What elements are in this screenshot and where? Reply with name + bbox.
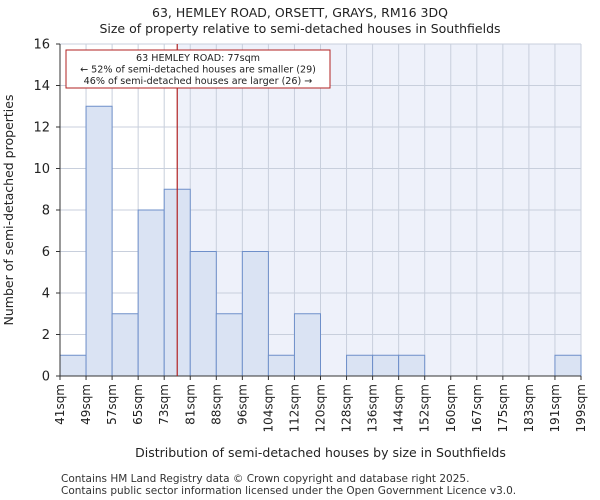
histogram-bar <box>267 354 295 377</box>
y-tick-label: 14 <box>33 79 50 94</box>
histogram-bar <box>554 354 582 377</box>
histogram-bar <box>372 354 400 377</box>
x-tick-label: 191sqm <box>548 384 562 432</box>
x-tick-label: 49sqm <box>79 384 93 425</box>
y-tick-label: 10 <box>33 162 50 177</box>
histogram-bar <box>293 313 322 377</box>
annotation-line: 63 HEMLEY ROAD: 77sqm <box>136 53 260 64</box>
x-tick-label: 183sqm <box>522 384 536 432</box>
footer-line-1: Contains HM Land Registry data © Crown c… <box>61 473 470 485</box>
footer-line-2: Contains public sector information licen… <box>61 485 517 497</box>
annotation-line: 46% of semi-detached houses are larger (… <box>84 76 313 87</box>
histogram-bar <box>59 354 87 377</box>
y-tick-label: 12 <box>33 121 50 136</box>
x-tick-label: 73sqm <box>157 384 171 425</box>
x-tick-label: 96sqm <box>235 384 249 425</box>
x-tick-label: 41sqm <box>53 384 67 425</box>
x-tick-label: 112sqm <box>287 384 301 432</box>
histogram-bar <box>215 313 243 377</box>
x-tick-label: 144sqm <box>392 384 406 432</box>
y-tick-label: 4 <box>42 287 50 302</box>
histogram-bar <box>398 354 426 377</box>
x-tick-label: 128sqm <box>340 384 354 432</box>
x-tick-label: 167sqm <box>470 384 484 432</box>
y-tick-label: 16 <box>33 38 50 53</box>
x-tick-label: 104sqm <box>261 384 275 432</box>
histogram-bar <box>137 209 165 377</box>
histogram-bar <box>85 105 113 377</box>
x-tick-label: 175sqm <box>496 384 510 432</box>
chart-title: 63, HEMLEY ROAD, ORSETT, GRAYS, RM16 3DQ <box>152 5 448 20</box>
y-tick-label: 0 <box>42 370 50 385</box>
histogram-bar <box>111 313 139 377</box>
y-tick-label: 2 <box>42 328 50 343</box>
x-tick-label: 199sqm <box>574 384 588 432</box>
annotation-box <box>65 49 331 89</box>
y-axis-title: Number of semi-detached properties <box>1 95 16 326</box>
x-tick-label: 88sqm <box>209 384 223 425</box>
x-tick-label: 160sqm <box>444 384 458 432</box>
y-tick-label: 6 <box>42 245 50 260</box>
histogram-bar <box>346 354 374 377</box>
x-tick-label: 136sqm <box>366 384 380 432</box>
y-tick-label: 8 <box>42 204 50 219</box>
x-axis-title: Distribution of semi-detached houses by … <box>135 445 506 460</box>
x-tick-label: 81sqm <box>183 384 197 425</box>
histogram-bar <box>241 251 269 377</box>
chart-subtitle: Size of property relative to semi-detach… <box>99 21 501 36</box>
x-tick-label: 57sqm <box>105 384 119 425</box>
x-tick-label: 152sqm <box>418 384 432 432</box>
histogram-bar <box>189 251 217 377</box>
annotation-line: ← 52% of semi-detached houses are smalle… <box>80 65 316 76</box>
x-tick-label: 120sqm <box>314 384 328 432</box>
x-tick-label: 65sqm <box>131 384 145 425</box>
